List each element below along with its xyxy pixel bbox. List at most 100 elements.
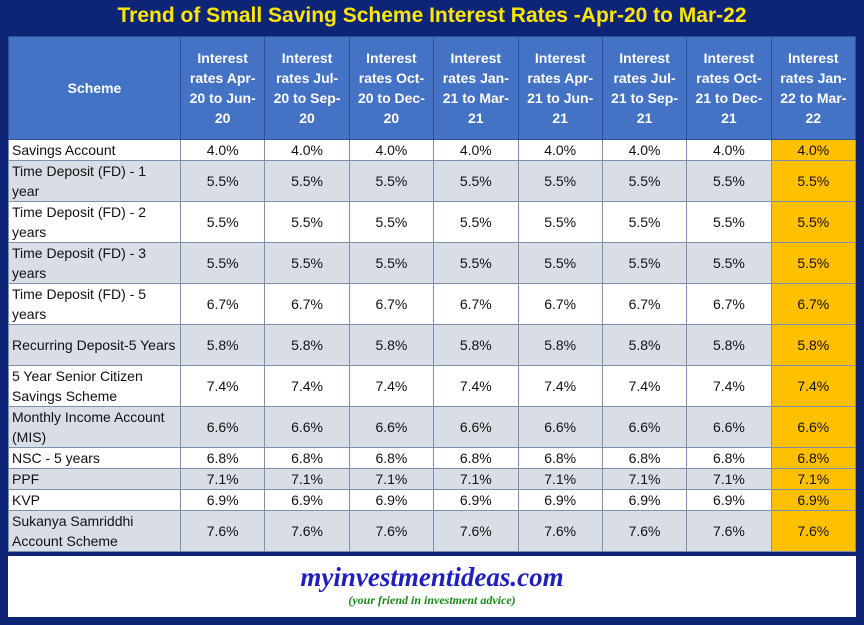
rate-cell: 5.5% bbox=[179, 160, 266, 202]
table-row: 5 Year Senior Citizen Savings Scheme 7.4%… bbox=[8, 365, 857, 407]
rate-cell: 6.9% bbox=[179, 489, 266, 511]
column-header: Interest rates Apr-21 to Jun-21 bbox=[517, 36, 603, 140]
rate-cell: 7.4% bbox=[433, 365, 519, 407]
rate-cell: 6.8% bbox=[348, 447, 435, 469]
scheme-name: Time Deposit (FD) - 3 years bbox=[8, 242, 181, 284]
rate-cell: 5.5% bbox=[179, 201, 266, 243]
rate-cell: 6.8% bbox=[179, 447, 266, 469]
rate-cell: 5.5% bbox=[770, 242, 857, 284]
rate-cell: 5.5% bbox=[264, 160, 350, 202]
rate-cell: 4.0% bbox=[601, 139, 688, 161]
scheme-name: Time Deposit (FD) - 1 year bbox=[8, 160, 181, 202]
rate-cell: 4.0% bbox=[179, 139, 266, 161]
rate-cell: 4.0% bbox=[686, 139, 772, 161]
rate-cell: 6.7% bbox=[433, 283, 519, 325]
column-header: Interest rates Jul-20 to Sep-20 bbox=[264, 36, 350, 140]
rate-cell: 5.5% bbox=[686, 201, 772, 243]
rate-cell: 6.8% bbox=[264, 447, 350, 469]
rate-cell: 7.6% bbox=[348, 510, 435, 552]
rate-cell: 4.0% bbox=[770, 139, 857, 161]
table-row: Recurring Deposit-5 Years 5.8% 5.8% 5.8% 5.8… bbox=[8, 324, 857, 366]
header-row: Scheme Interest rates Apr-20 to Jun-20 Int… bbox=[8, 36, 857, 140]
rate-cell: 6.6% bbox=[601, 406, 688, 448]
rate-cell: 5.5% bbox=[601, 242, 688, 284]
rate-cell: 5.5% bbox=[601, 201, 688, 243]
rate-cell: 6.6% bbox=[433, 406, 519, 448]
rate-cell: 7.6% bbox=[601, 510, 688, 552]
column-header: Interest rates Jan-21 to Mar-21 bbox=[433, 36, 519, 140]
scheme-name: 5 Year Senior Citizen Savings Scheme bbox=[8, 365, 181, 407]
scheme-name: Sukanya Samriddhi Account Scheme bbox=[8, 510, 181, 552]
table-row: KVP 6.9% 6.9% 6.9% 6.9% 6.9% 6.9% 6.9% 6.9% bbox=[8, 489, 857, 511]
rate-cell: 6.9% bbox=[264, 489, 350, 511]
rate-cell: 5.5% bbox=[264, 201, 350, 243]
rate-cell: 7.4% bbox=[517, 365, 603, 407]
column-header: Interest rates Apr-20 to Jun-20 bbox=[179, 36, 266, 140]
rate-cell: 5.5% bbox=[686, 242, 772, 284]
rate-cell: 6.9% bbox=[686, 489, 772, 511]
rate-cell: 7.4% bbox=[601, 365, 688, 407]
rate-cell: 5.5% bbox=[179, 242, 266, 284]
column-header: Interest rates Oct-20 to Dec-20 bbox=[348, 36, 435, 140]
rate-cell: 6.7% bbox=[601, 283, 688, 325]
scheme-name: Savings Account bbox=[8, 139, 181, 161]
rate-cell: 5.5% bbox=[770, 201, 857, 243]
rate-cell: 5.5% bbox=[686, 160, 772, 202]
rate-cell: 5.5% bbox=[348, 160, 435, 202]
scheme-name: Recurring Deposit-5 Years bbox=[8, 324, 181, 366]
rate-cell: 7.1% bbox=[686, 468, 772, 490]
rate-cell: 5.5% bbox=[517, 201, 603, 243]
table-row: NSC - 5 years 6.8% 6.8% 6.8% 6.8% 6.8% 6.8% 6.8… bbox=[8, 447, 857, 469]
scheme-name: NSC - 5 years bbox=[8, 447, 181, 469]
table-row: Time Deposit (FD) - 5 years 6.7% 6.7% 6.7% 6… bbox=[8, 283, 857, 325]
rate-cell: 6.6% bbox=[770, 406, 857, 448]
rate-cell: 5.8% bbox=[770, 324, 857, 366]
table-row: Time Deposit (FD) - 3 years 5.5% 5.5% 5.5% 5… bbox=[8, 242, 857, 284]
rate-cell: 5.8% bbox=[517, 324, 603, 366]
rate-cell: 6.8% bbox=[770, 447, 857, 469]
scheme-name: PPF bbox=[8, 468, 181, 490]
rate-cell: 7.4% bbox=[348, 365, 435, 407]
table-row: Time Deposit (FD) - 1 year 5.5% 5.5% 5.5% 5.… bbox=[8, 160, 857, 202]
rate-cell: 5.5% bbox=[348, 201, 435, 243]
scheme-name: Monthly Income Account (MIS) bbox=[8, 406, 181, 448]
rate-cell: 7.4% bbox=[686, 365, 772, 407]
rate-cell: 7.1% bbox=[348, 468, 435, 490]
tagline: (your friend in investment advice) bbox=[348, 593, 516, 607]
scheme-name: Time Deposit (FD) - 5 years bbox=[8, 283, 181, 325]
rate-cell: 6.8% bbox=[517, 447, 603, 469]
rate-cell: 4.0% bbox=[433, 139, 519, 161]
rate-cell: 5.8% bbox=[348, 324, 435, 366]
rate-cell: 5.5% bbox=[433, 201, 519, 243]
rate-cell: 5.8% bbox=[686, 324, 772, 366]
rate-cell: 6.6% bbox=[517, 406, 603, 448]
rate-cell: 6.7% bbox=[517, 283, 603, 325]
rate-cell: 7.1% bbox=[517, 468, 603, 490]
rate-cell: 5.5% bbox=[264, 242, 350, 284]
table-row: Savings Account 4.0% 4.0% 4.0% 4.0% 4.0% 4.0% 4… bbox=[8, 139, 857, 161]
rate-cell: 7.6% bbox=[264, 510, 350, 552]
column-header: Interest rates Oct-21 to Dec-21 bbox=[686, 36, 772, 140]
rate-cell: 7.1% bbox=[179, 468, 266, 490]
rate-cell: 6.8% bbox=[686, 447, 772, 469]
rate-cell: 5.5% bbox=[770, 160, 857, 202]
rate-cell: 5.8% bbox=[601, 324, 688, 366]
rate-cell: 7.6% bbox=[770, 510, 857, 552]
scheme-name: KVP bbox=[8, 489, 181, 511]
rate-cell: 6.6% bbox=[686, 406, 772, 448]
rate-cell: 6.9% bbox=[348, 489, 435, 511]
rate-cell: 6.7% bbox=[770, 283, 857, 325]
rate-cell: 7.1% bbox=[264, 468, 350, 490]
table-row: Sukanya Samriddhi Account Scheme 7.6% 7.6%… bbox=[8, 510, 857, 552]
column-header: Scheme bbox=[8, 36, 181, 140]
footer: myinvestmentideas.com (your friend in in… bbox=[8, 556, 856, 617]
rate-cell: 6.9% bbox=[770, 489, 857, 511]
rate-cell: 7.6% bbox=[517, 510, 603, 552]
rate-cell: 5.8% bbox=[433, 324, 519, 366]
rate-cell: 6.6% bbox=[348, 406, 435, 448]
rate-cell: 7.1% bbox=[770, 468, 857, 490]
rate-cell: 6.7% bbox=[348, 283, 435, 325]
rate-cell: 6.6% bbox=[264, 406, 350, 448]
rate-cell: 7.1% bbox=[601, 468, 688, 490]
